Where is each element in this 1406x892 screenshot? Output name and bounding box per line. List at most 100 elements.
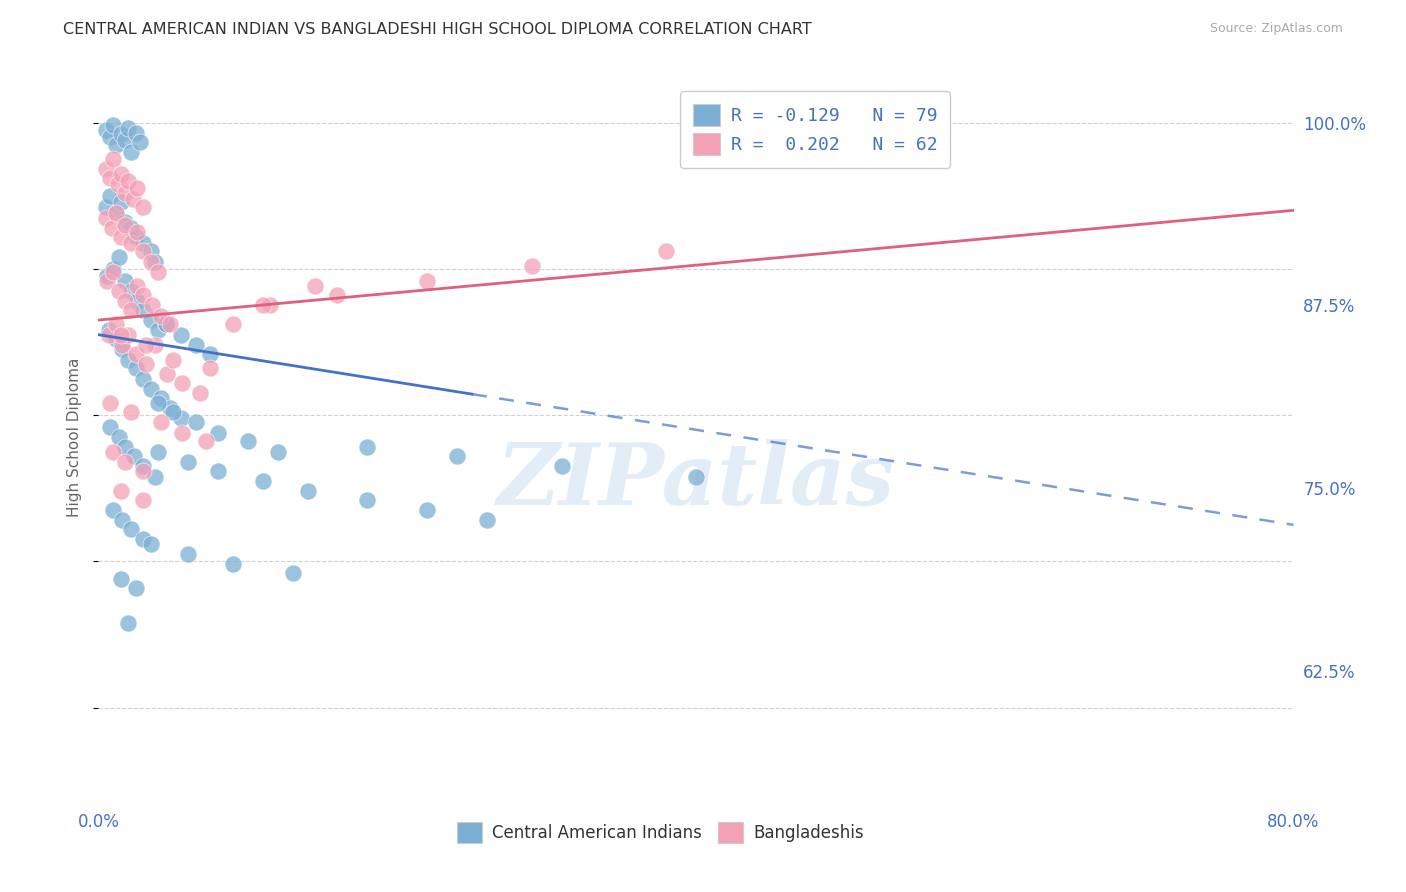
Point xyxy=(520,259,543,273)
Point xyxy=(98,420,122,434)
Text: CENTRAL AMERICAN INDIAN VS BANGLADESHI HIGH SCHOOL DIPLOMA CORRELATION CHART: CENTRAL AMERICAN INDIAN VS BANGLADESHI H… xyxy=(63,22,813,37)
Point xyxy=(184,416,207,430)
Point xyxy=(110,167,132,181)
Point xyxy=(135,357,157,371)
Point xyxy=(114,218,136,232)
Point xyxy=(416,503,439,517)
Point xyxy=(110,128,132,142)
Point xyxy=(94,201,117,215)
Point xyxy=(132,371,155,385)
Point xyxy=(94,162,117,177)
Point xyxy=(127,181,149,195)
Point xyxy=(103,261,125,276)
Point xyxy=(172,376,194,390)
Point xyxy=(114,440,136,454)
Point xyxy=(156,367,179,381)
Point xyxy=(94,211,117,225)
Point xyxy=(103,503,125,517)
Point xyxy=(120,284,142,298)
Point xyxy=(195,434,218,449)
Point xyxy=(297,484,319,499)
Point xyxy=(148,265,170,279)
Point xyxy=(127,225,149,239)
Point xyxy=(114,455,136,469)
Point xyxy=(304,279,326,293)
Point xyxy=(177,455,200,469)
Point xyxy=(139,537,162,551)
Point xyxy=(177,547,200,561)
Point xyxy=(188,386,211,401)
Point xyxy=(129,135,152,149)
Point xyxy=(169,411,191,425)
Point xyxy=(475,513,498,527)
Point xyxy=(252,474,274,488)
Point xyxy=(107,177,129,191)
Point xyxy=(139,382,162,396)
Point xyxy=(111,513,134,527)
Point xyxy=(120,522,142,536)
Point xyxy=(114,186,136,200)
Point xyxy=(150,416,173,430)
Point xyxy=(110,229,132,244)
Point xyxy=(124,449,146,463)
Point xyxy=(685,469,707,483)
Point xyxy=(98,188,122,202)
Point xyxy=(114,293,136,308)
Point xyxy=(98,171,122,186)
Point xyxy=(132,459,155,474)
Point xyxy=(550,459,572,474)
Point xyxy=(103,152,125,166)
Point xyxy=(159,318,181,332)
Point xyxy=(169,327,191,342)
Point xyxy=(155,318,177,332)
Point xyxy=(117,174,139,188)
Point xyxy=(132,302,155,317)
Point xyxy=(655,244,678,259)
Point xyxy=(162,405,184,419)
Point xyxy=(172,425,194,440)
Point xyxy=(127,279,149,293)
Text: ZIPatlas: ZIPatlas xyxy=(496,439,896,523)
Point xyxy=(252,298,274,312)
Point xyxy=(114,215,136,229)
Point xyxy=(135,338,157,352)
Point xyxy=(125,126,148,140)
Point xyxy=(143,338,166,352)
Point xyxy=(114,274,136,288)
Point xyxy=(200,361,222,376)
Point xyxy=(105,332,128,346)
Point xyxy=(159,401,181,415)
Point xyxy=(150,309,173,323)
Point xyxy=(132,533,155,547)
Point xyxy=(114,133,136,147)
Point xyxy=(222,558,245,572)
Point xyxy=(98,396,122,410)
Point xyxy=(120,235,142,250)
Point xyxy=(200,347,222,361)
Point xyxy=(259,298,281,312)
Point xyxy=(446,449,468,463)
Point xyxy=(97,327,120,342)
Point xyxy=(356,493,378,508)
Point xyxy=(110,194,132,209)
Point xyxy=(105,206,128,220)
Point xyxy=(111,338,134,352)
Point xyxy=(117,615,139,630)
Point xyxy=(356,440,378,454)
Point xyxy=(155,318,177,332)
Y-axis label: High School Diploma: High School Diploma xyxy=(67,358,83,516)
Point xyxy=(132,493,155,508)
Point xyxy=(132,235,155,250)
Point xyxy=(96,269,118,284)
Point xyxy=(207,464,229,478)
Point xyxy=(143,254,166,268)
Point xyxy=(267,444,290,458)
Point xyxy=(117,327,139,342)
Point xyxy=(236,434,259,449)
Point xyxy=(105,137,128,152)
Text: Source: ZipAtlas.com: Source: ZipAtlas.com xyxy=(1209,22,1343,36)
Point xyxy=(141,298,163,312)
Point xyxy=(120,145,142,159)
Point xyxy=(94,123,117,137)
Point xyxy=(125,361,148,376)
